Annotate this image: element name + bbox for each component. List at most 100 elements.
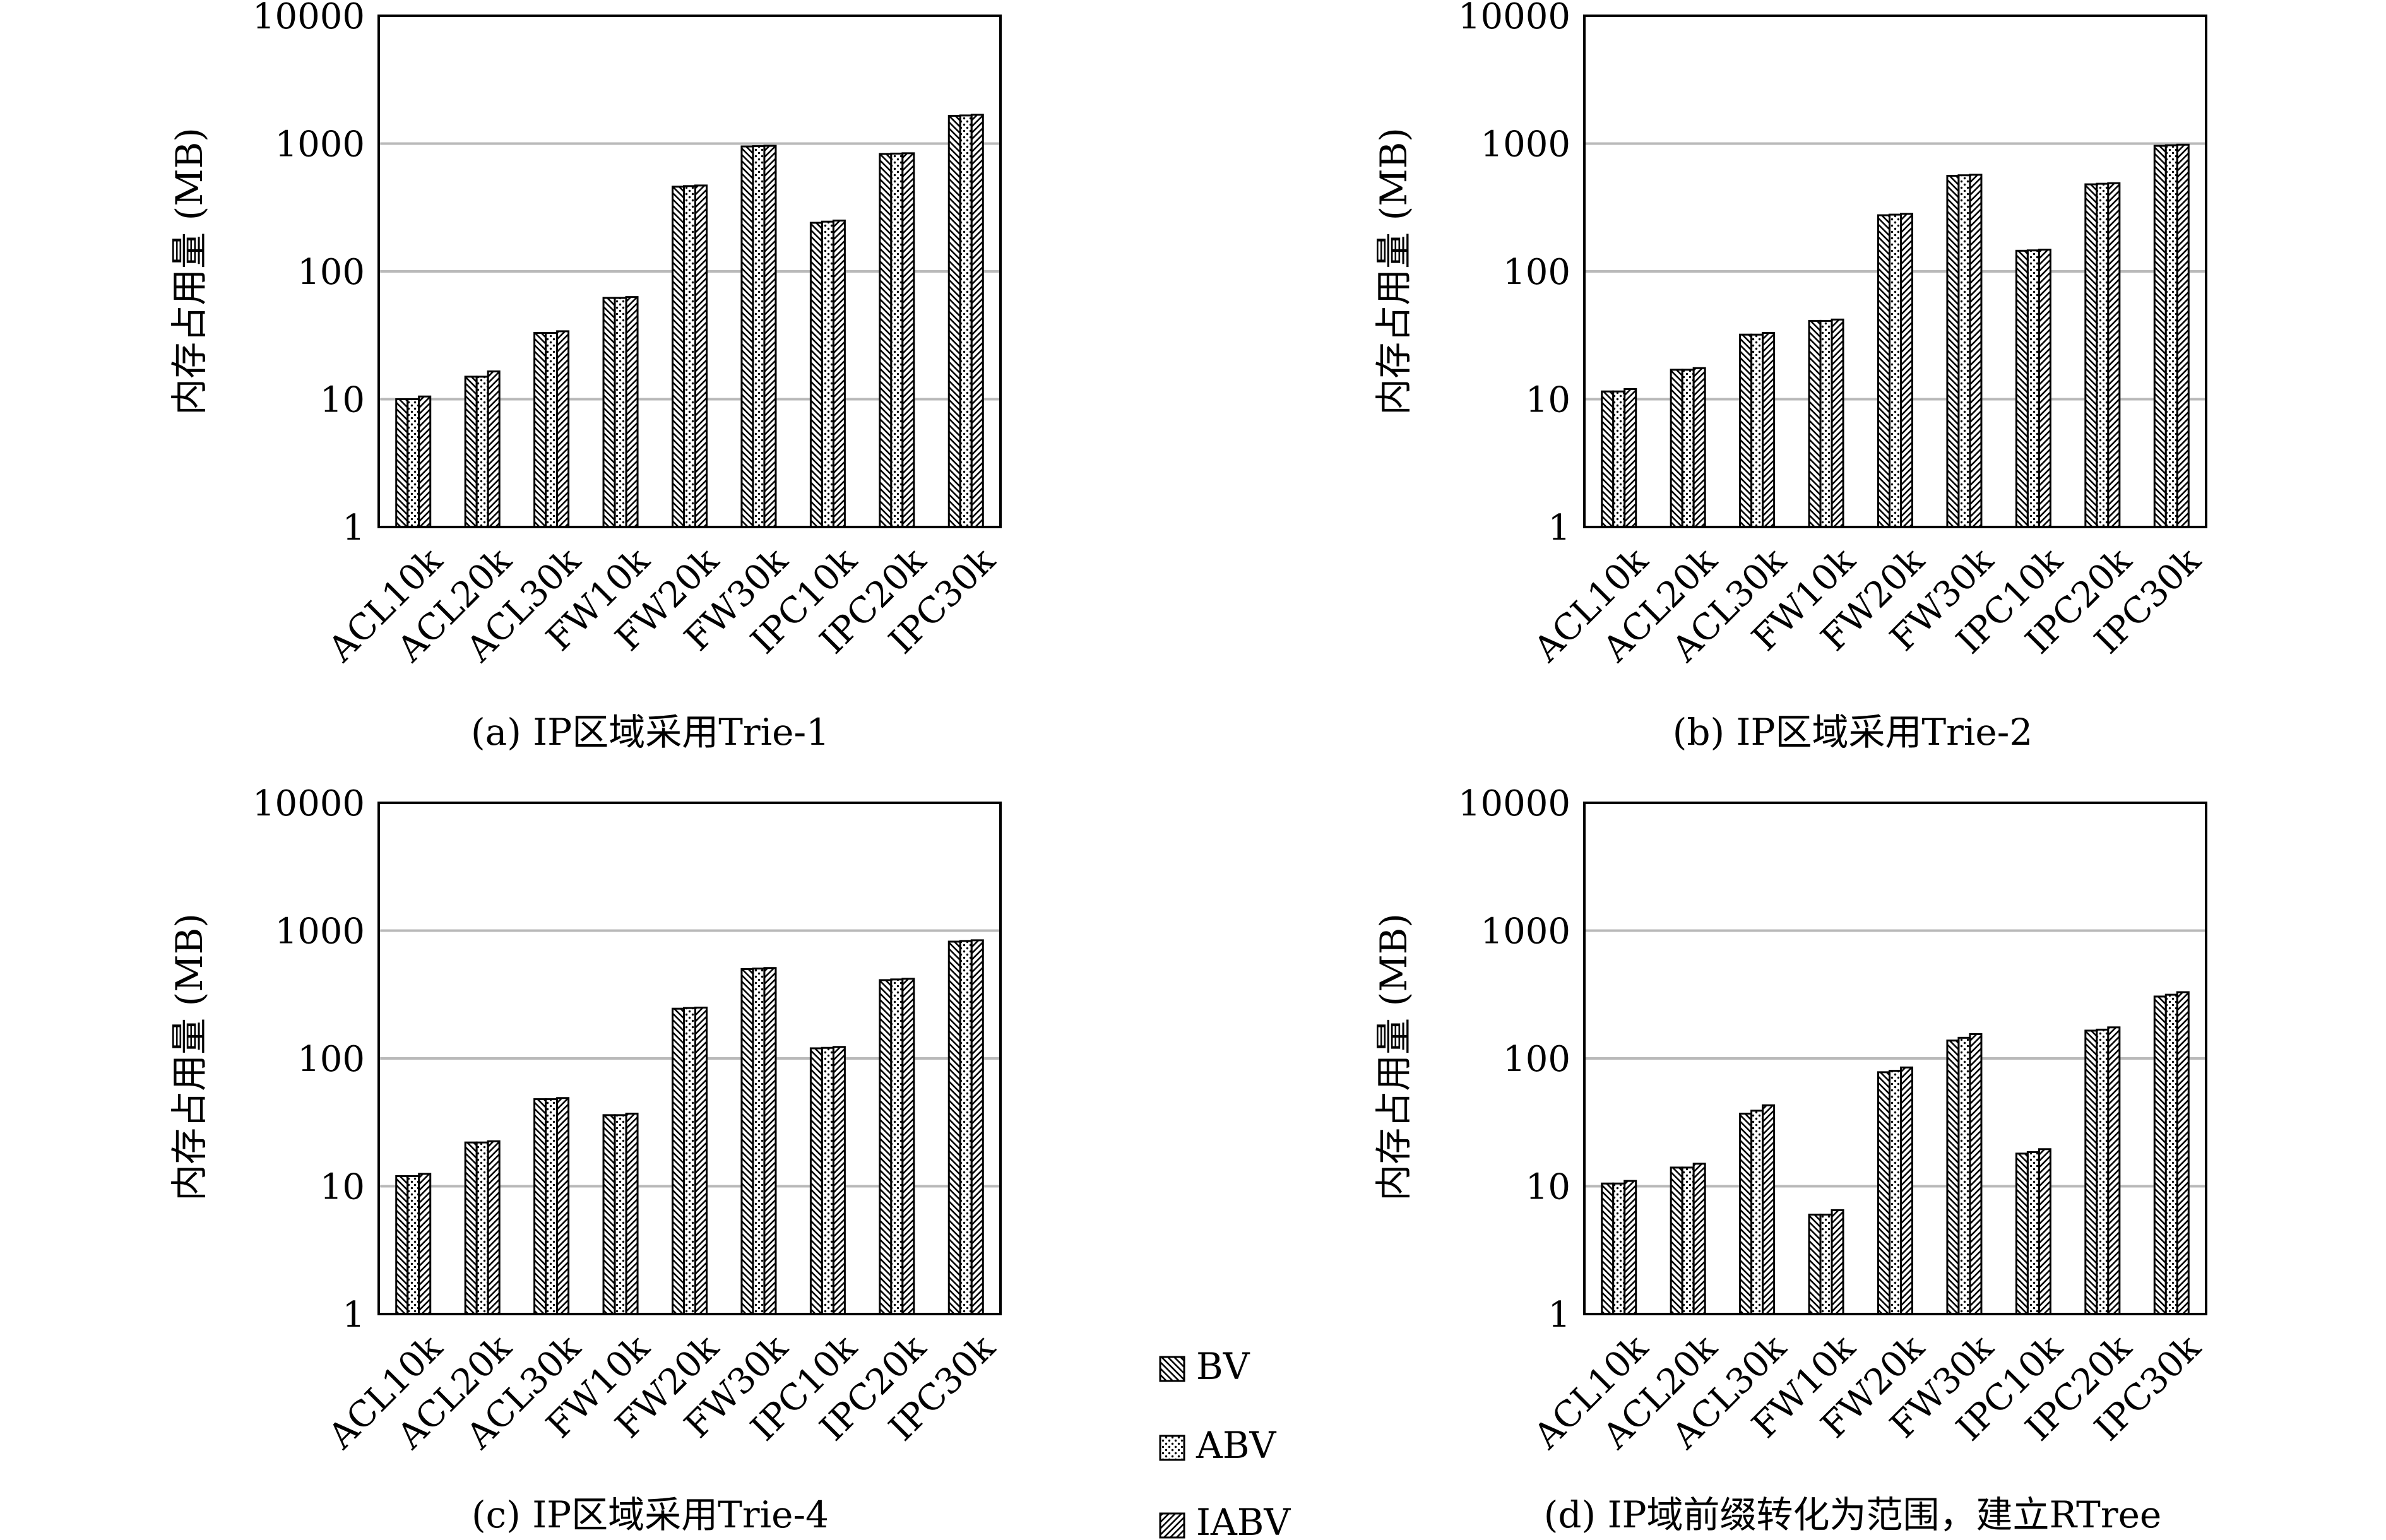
bar-bv-ACL20k	[1670, 1166, 1683, 1315]
y-tick-label: 1	[342, 507, 365, 548]
bar-abv-ACL30k	[1750, 333, 1764, 528]
bar-iabv-FW30k	[1969, 1033, 1983, 1315]
y-tick-label: 10000	[252, 783, 365, 824]
legend-swatch-abv	[1159, 1435, 1185, 1461]
bar-abv-IPC10k	[2026, 249, 2040, 528]
y-tick-label: 10000	[1458, 783, 1570, 824]
chart-b: (b) IP区域采用Trie-2 内存占用量 (MB) 1 10 100 1000 10…	[1372, 0, 2209, 754]
chart-c: (c) IP区域采用Trie-4 内存占用量 (MB) 1 10 100 1000 10…	[168, 783, 1004, 1536]
bar-bv-IPC30k	[2153, 145, 2167, 528]
bar-bv-ACL20k	[464, 1141, 478, 1315]
bar-iabv-ACL20k	[487, 1140, 501, 1315]
chart-d: (d) IP域前缀转化为范围，建立RTree 内存占用量 (MB) 1 10 100…	[1372, 783, 2209, 1536]
bar-iabv-FW30k	[1969, 174, 1983, 528]
legend-item-bv: BV	[1159, 1345, 1250, 1388]
bar-abv-ACL20k	[475, 1141, 489, 1315]
bar-bv-FW20k	[1877, 214, 1890, 528]
bar-abv-IPC10k	[2026, 1151, 2040, 1315]
bar-bv-IPC10k	[809, 1047, 823, 1315]
bar-abv-IPC20k	[2096, 182, 2110, 528]
bar-abv-FW20k	[1889, 1070, 1902, 1315]
bar-bv-FW20k	[1877, 1071, 1890, 1315]
bar-bv-FW30k	[740, 968, 754, 1315]
bar-iabv-FW20k	[694, 184, 708, 528]
bar-bv-ACL30k	[1739, 1112, 1753, 1315]
y-tick-label: 1000	[1480, 124, 1570, 165]
bar-iabv-ACL10k	[418, 1173, 432, 1315]
chart-a-y-ticks: 1 10 100 1000 10000	[252, 0, 365, 548]
legend-swatch-bv	[1159, 1356, 1185, 1382]
bar-bv-FW20k	[672, 1007, 685, 1315]
chart-d-ylabel: 内存占用量 (MB)	[1372, 913, 1415, 1201]
chart-b-y-ticks: 1 10 100 1000 10000	[1458, 0, 1570, 548]
y-tick-label: 10000	[1458, 0, 1570, 37]
bar-iabv-FW10k	[625, 1112, 639, 1315]
bar-abv-ACL30k	[545, 332, 559, 528]
bar-iabv-IPC10k	[832, 1046, 846, 1315]
bar-abv-FW20k	[1889, 213, 1902, 528]
legend-item-abv: ABV	[1159, 1424, 1277, 1467]
chart-c-bars	[395, 939, 984, 1315]
y-tick-label: 1000	[1480, 911, 1570, 952]
bar-iabv-FW20k	[694, 1006, 708, 1315]
bar-abv-ACL20k	[1681, 369, 1695, 528]
bar-iabv-ACL10k	[1623, 388, 1637, 528]
bar-abv-FW10k	[1819, 1213, 1833, 1315]
bar-iabv-IPC20k	[901, 978, 915, 1315]
bar-abv-ACL30k	[545, 1098, 559, 1315]
bar-iabv-IPC20k	[901, 152, 915, 528]
bar-abv-ACL10k	[1612, 1182, 1626, 1315]
legend: BV ABV IABV	[1159, 1345, 1291, 1540]
bar-iabv-ACL30k	[556, 330, 570, 528]
bar-bv-IPC20k	[2084, 1029, 2098, 1315]
chart-d-caption: (d) IP域前缀转化为范围，建立RTree	[1544, 1493, 2161, 1536]
bar-abv-IPC30k	[959, 114, 973, 528]
y-tick-label: 1	[1548, 1294, 1570, 1336]
legend-label-abv: ABV	[1196, 1424, 1277, 1467]
bar-iabv-FW10k	[1831, 1209, 1844, 1315]
y-tick-label: 10	[1526, 380, 1570, 421]
bar-bv-IPC20k	[879, 979, 893, 1315]
bar-iabv-IPC20k	[2107, 1026, 2121, 1315]
bar-abv-FW20k	[683, 1007, 696, 1315]
bar-abv-FW30k	[1957, 174, 1971, 528]
bar-iabv-ACL20k	[1692, 367, 1706, 528]
bar-bv-FW20k	[672, 186, 685, 528]
y-tick-label: 1000	[275, 911, 365, 952]
bar-abv-FW10k	[614, 297, 627, 528]
bar-bv-IPC30k	[2153, 995, 2167, 1315]
bar-bv-IPC10k	[809, 222, 823, 528]
bar-iabv-IPC20k	[2107, 182, 2121, 528]
chart-b-plot-frame	[1583, 15, 2207, 528]
bar-iabv-IPC10k	[832, 219, 846, 528]
bar-abv-ACL30k	[1750, 1110, 1764, 1315]
bar-bv-IPC30k	[947, 940, 961, 1315]
chart-c-plot-frame	[377, 802, 1002, 1315]
bar-abv-IPC10k	[821, 1046, 834, 1315]
bar-bv-IPC20k	[879, 153, 893, 528]
y-tick-label: 10	[320, 1167, 365, 1208]
bar-bv-ACL10k	[395, 1175, 409, 1315]
bar-bv-ACL10k	[395, 398, 409, 528]
bar-abv-IPC20k	[2096, 1028, 2110, 1315]
chart-d-plot-frame	[1583, 802, 2207, 1315]
bar-bv-ACL20k	[1670, 369, 1683, 528]
bar-bv-FW30k	[740, 145, 754, 528]
bar-abv-FW30k	[1957, 1036, 1971, 1315]
bar-iabv-ACL10k	[418, 395, 432, 528]
bar-abv-ACL10k	[407, 398, 420, 528]
bar-iabv-FW10k	[1831, 318, 1844, 528]
bar-iabv-FW30k	[763, 967, 777, 1315]
y-tick-label: 100	[297, 1039, 365, 1080]
bar-iabv-IPC30k	[970, 114, 984, 528]
bar-abv-IPC30k	[2164, 144, 2178, 528]
bar-abv-FW20k	[683, 185, 696, 528]
bar-iabv-FW30k	[763, 145, 777, 528]
legend-label-bv: BV	[1196, 1345, 1250, 1388]
bar-abv-ACL20k	[475, 376, 489, 528]
legend-swatch-iabv	[1159, 1512, 1185, 1539]
bar-iabv-IPC30k	[970, 939, 984, 1315]
bar-abv-IPC10k	[821, 220, 834, 528]
bar-abv-FW10k	[614, 1114, 627, 1315]
bar-iabv-ACL20k	[487, 370, 501, 528]
